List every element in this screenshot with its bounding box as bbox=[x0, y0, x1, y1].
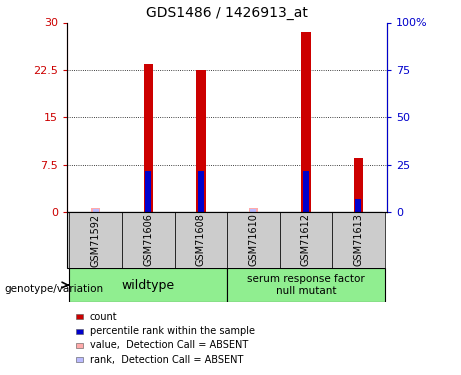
Text: count: count bbox=[90, 312, 118, 322]
Title: GDS1486 / 1426913_at: GDS1486 / 1426913_at bbox=[146, 6, 308, 20]
Bar bbox=[196, 70, 206, 212]
Bar bbox=[303, 171, 309, 212]
Bar bbox=[248, 208, 258, 212]
Text: rank,  Detection Call = ABSENT: rank, Detection Call = ABSENT bbox=[90, 355, 243, 364]
Text: GSM71613: GSM71613 bbox=[353, 214, 363, 267]
Bar bbox=[122, 212, 175, 268]
Bar bbox=[145, 171, 151, 212]
Bar bbox=[91, 208, 100, 212]
Bar bbox=[175, 212, 227, 268]
Text: GSM71592: GSM71592 bbox=[91, 213, 101, 267]
Text: GSM71610: GSM71610 bbox=[248, 214, 258, 267]
Text: percentile rank within the sample: percentile rank within the sample bbox=[90, 326, 255, 336]
Bar bbox=[354, 158, 363, 212]
Bar bbox=[70, 212, 122, 268]
Text: value,  Detection Call = ABSENT: value, Detection Call = ABSENT bbox=[90, 340, 248, 350]
Bar bbox=[250, 209, 256, 212]
Bar bbox=[355, 199, 361, 212]
Text: serum response factor
null mutant: serum response factor null mutant bbox=[247, 274, 365, 296]
Bar bbox=[301, 32, 311, 212]
Text: GSM71608: GSM71608 bbox=[196, 214, 206, 267]
Bar bbox=[227, 268, 384, 302]
Text: GSM71606: GSM71606 bbox=[143, 214, 153, 267]
Text: genotype/variation: genotype/variation bbox=[5, 285, 104, 294]
Bar bbox=[70, 268, 227, 302]
Bar bbox=[93, 209, 99, 212]
Bar bbox=[143, 63, 153, 212]
Bar bbox=[198, 171, 204, 212]
Bar bbox=[227, 212, 279, 268]
Bar bbox=[279, 212, 332, 268]
Text: wildtype: wildtype bbox=[122, 279, 175, 291]
Bar bbox=[332, 212, 384, 268]
Text: GSM71612: GSM71612 bbox=[301, 213, 311, 267]
